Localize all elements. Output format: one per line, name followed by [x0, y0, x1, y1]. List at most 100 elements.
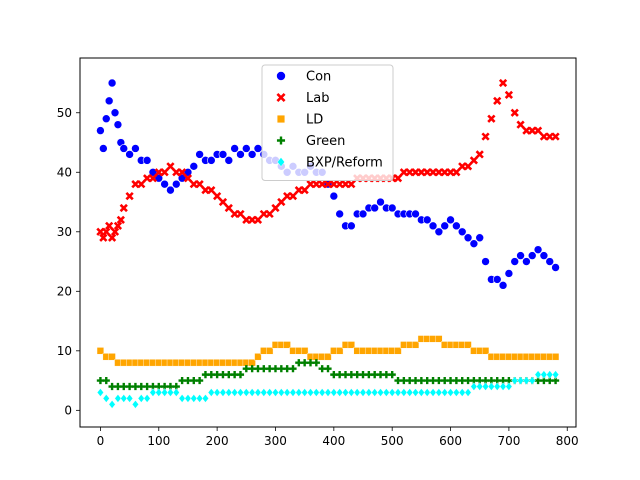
data-point	[324, 353, 332, 361]
data-point	[253, 215, 263, 225]
data-point	[237, 388, 244, 397]
data-point	[224, 203, 233, 213]
data-point	[160, 168, 169, 177]
data-point	[475, 150, 484, 159]
data-point	[412, 388, 419, 397]
data-point	[347, 180, 356, 189]
data-point	[394, 388, 402, 397]
data-point	[289, 388, 297, 397]
x-tick-label: 800	[556, 434, 579, 448]
data-point	[266, 347, 274, 355]
data-point	[99, 144, 108, 153]
data-point	[206, 156, 216, 165]
y-tick-label: 0	[64, 403, 72, 417]
data-point	[110, 227, 120, 236]
y-tick-label: 50	[57, 106, 72, 120]
data-point	[307, 388, 314, 397]
data-point	[102, 394, 110, 403]
legend-marker	[276, 92, 286, 103]
series-bxp-reform	[96, 370, 560, 409]
data-point	[236, 371, 245, 379]
data-point	[318, 388, 326, 397]
data-point	[464, 388, 472, 397]
data-point	[476, 382, 484, 391]
data-point	[113, 221, 123, 230]
data-point	[387, 203, 397, 213]
data-point	[411, 341, 420, 349]
y-tick-label: 10	[57, 344, 72, 358]
data-point	[492, 275, 502, 284]
data-point	[114, 394, 122, 403]
data-point	[253, 144, 263, 153]
data-point	[388, 388, 396, 397]
data-point	[288, 191, 298, 201]
data-point	[551, 263, 560, 272]
data-point	[505, 382, 513, 391]
data-point	[435, 335, 443, 343]
data-point	[329, 191, 339, 201]
data-point	[376, 197, 385, 207]
data-point	[527, 251, 537, 260]
data-point	[417, 388, 425, 397]
data-point	[452, 388, 460, 397]
data-point	[382, 388, 390, 397]
x-tick-label: 0	[97, 434, 105, 448]
data-point	[105, 221, 114, 230]
data-point	[102, 227, 111, 236]
data-point	[155, 388, 163, 397]
data-point	[463, 233, 473, 243]
data-point	[301, 388, 309, 397]
data-point	[463, 162, 473, 171]
data-point	[406, 388, 414, 397]
data-point	[137, 180, 146, 189]
legend-entry-label: BXP/Reform	[306, 156, 383, 171]
x-tick-label: 500	[381, 434, 404, 448]
data-point	[493, 96, 502, 105]
data-point	[160, 179, 169, 189]
data-point	[353, 388, 361, 397]
data-point	[458, 388, 466, 397]
data-point	[551, 353, 560, 361]
data-point	[388, 371, 396, 379]
data-point	[551, 132, 560, 141]
data-point	[516, 251, 525, 260]
data-point	[131, 400, 139, 409]
data-point	[196, 394, 204, 403]
data-point	[184, 394, 192, 403]
data-point	[149, 388, 157, 397]
data-point	[429, 388, 437, 397]
data-point	[504, 90, 514, 100]
data-point	[183, 174, 193, 183]
data-point	[295, 388, 303, 397]
data-point	[464, 341, 472, 349]
data-point	[119, 203, 128, 213]
data-point	[110, 108, 120, 118]
data-point	[207, 186, 216, 195]
data-point	[469, 239, 479, 248]
data-point	[447, 388, 454, 397]
data-point	[101, 114, 111, 124]
data-point	[511, 376, 519, 385]
data-point	[230, 144, 239, 153]
data-point	[178, 394, 186, 403]
x-tick-label: 700	[497, 434, 520, 448]
data-point	[470, 382, 478, 391]
data-point	[104, 96, 114, 106]
legend-marker	[276, 136, 286, 145]
data-point	[242, 144, 251, 153]
data-point	[96, 388, 104, 397]
data-point	[498, 78, 508, 88]
data-point	[119, 144, 129, 153]
data-point	[499, 382, 507, 391]
data-point	[108, 353, 116, 361]
data-point	[330, 388, 338, 397]
data-point	[540, 370, 548, 379]
data-point	[120, 394, 128, 403]
data-point	[254, 388, 262, 397]
data-point	[452, 168, 461, 177]
data-point	[283, 341, 291, 349]
data-point	[213, 388, 221, 397]
data-point	[324, 365, 332, 373]
data-point	[107, 78, 117, 88]
legend: Con Lab LD Green BXP/Reform	[261, 64, 394, 181]
